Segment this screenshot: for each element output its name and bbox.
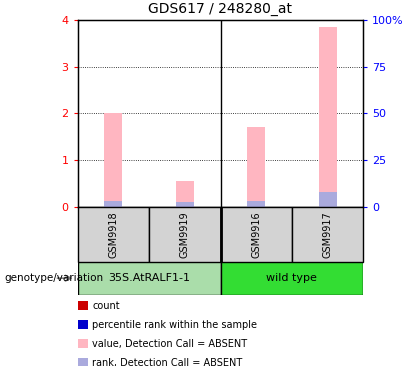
Text: GSM9918: GSM9918: [108, 211, 118, 258]
Text: GSM9919: GSM9919: [180, 211, 190, 258]
Text: GSM9916: GSM9916: [251, 211, 261, 258]
Text: count: count: [92, 300, 120, 311]
Bar: [105, 113, 122, 207]
Text: GSM9917: GSM9917: [323, 211, 333, 258]
Bar: [319, 192, 336, 207]
Bar: [149, 207, 220, 262]
Bar: [105, 201, 122, 207]
Bar: [220, 207, 292, 262]
Text: rank, Detection Call = ABSENT: rank, Detection Call = ABSENT: [92, 358, 243, 366]
Bar: [78, 262, 220, 295]
Bar: [176, 181, 194, 207]
Text: 35S.AtRALF1-1: 35S.AtRALF1-1: [108, 273, 190, 283]
Text: wild type: wild type: [266, 273, 318, 283]
Text: GDS617 / 248280_at: GDS617 / 248280_at: [149, 3, 292, 16]
Text: genotype/variation: genotype/variation: [4, 273, 103, 283]
Bar: [319, 27, 336, 207]
Bar: [78, 207, 149, 262]
Text: percentile rank within the sample: percentile rank within the sample: [92, 320, 257, 330]
Bar: [247, 127, 265, 207]
Bar: [292, 207, 363, 262]
Text: value, Detection Call = ABSENT: value, Detection Call = ABSENT: [92, 339, 247, 349]
Bar: [176, 202, 194, 207]
Bar: [247, 201, 265, 207]
Bar: [220, 262, 363, 295]
